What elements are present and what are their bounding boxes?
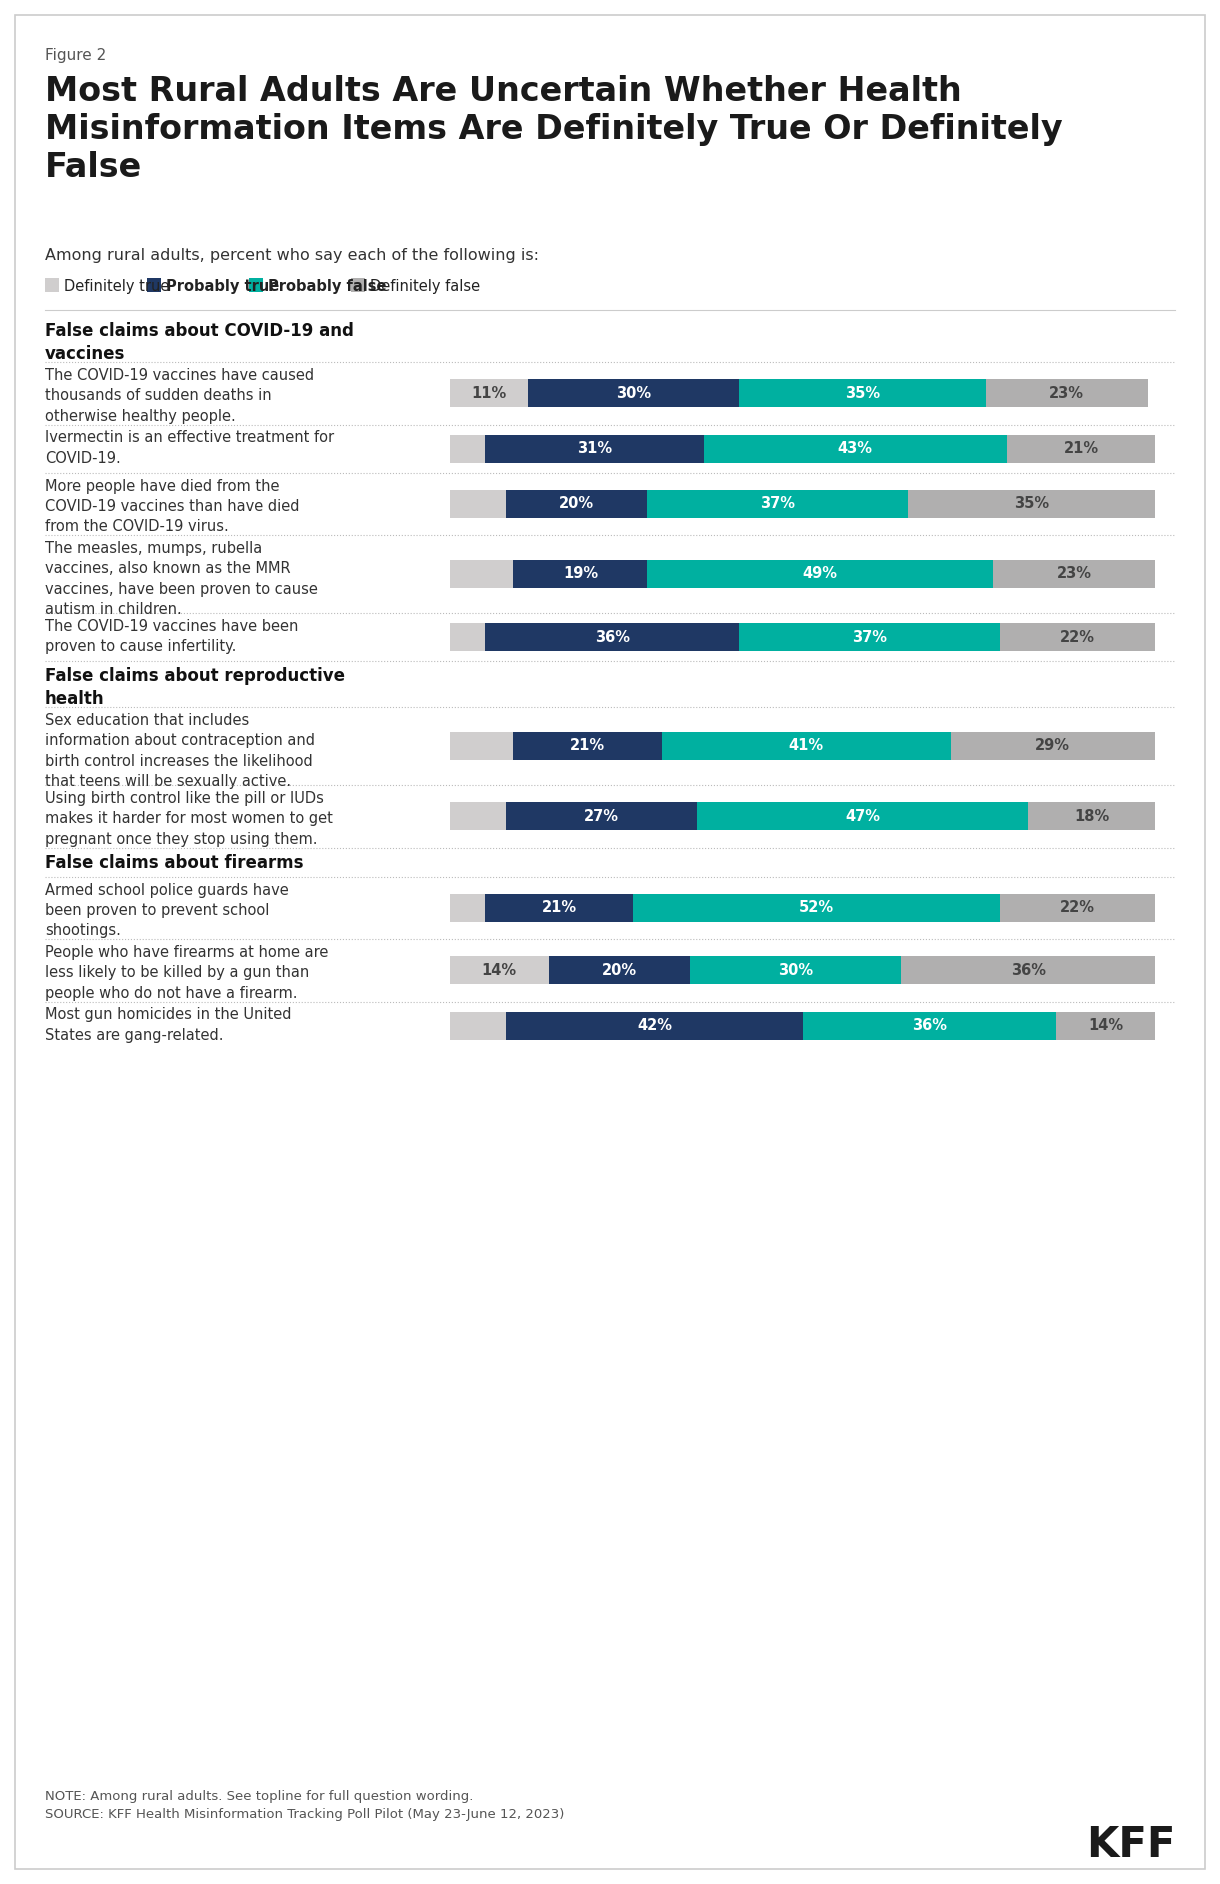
Bar	[648, 490, 908, 518]
Text: 14%: 14%	[482, 963, 517, 978]
Text: False claims about COVID-19 and
vaccines: False claims about COVID-19 and vaccines	[45, 322, 354, 364]
Bar	[1000, 893, 1155, 921]
Bar	[704, 435, 1006, 462]
Text: 21%: 21%	[542, 901, 577, 916]
Text: Definitely true: Definitely true	[63, 279, 170, 294]
Text: 14%: 14%	[1088, 1017, 1124, 1032]
Bar	[1000, 624, 1155, 652]
Text: Ivermectin is an effective treatment for
COVID-19.: Ivermectin is an effective treatment for…	[45, 431, 334, 465]
Text: 29%: 29%	[1036, 739, 1070, 754]
Bar	[908, 490, 1155, 518]
Text: 20%: 20%	[559, 495, 594, 511]
Text: 49%: 49%	[803, 567, 838, 582]
Text: 30%: 30%	[778, 963, 813, 978]
Text: False claims about firearms: False claims about firearms	[45, 853, 304, 872]
Text: 22%: 22%	[1060, 629, 1096, 644]
Text: Definitely false: Definitely false	[370, 279, 481, 294]
Bar	[993, 560, 1155, 588]
Text: 18%: 18%	[1074, 808, 1109, 823]
Text: 19%: 19%	[562, 567, 598, 582]
Bar	[986, 379, 1148, 407]
Text: 20%: 20%	[601, 963, 637, 978]
Bar	[249, 279, 264, 292]
Text: Armed school police guards have
been proven to prevent school
shootings.: Armed school police guards have been pro…	[45, 882, 289, 938]
Text: 52%: 52%	[799, 901, 834, 916]
Text: The measles, mumps, rubella
vaccines, also known as the MMR
vaccines, have been : The measles, mumps, rubella vaccines, al…	[45, 541, 318, 618]
Text: 36%: 36%	[594, 629, 630, 644]
Text: 21%: 21%	[570, 739, 605, 754]
Bar	[689, 957, 902, 983]
Bar	[803, 1012, 1057, 1040]
Bar	[506, 1012, 803, 1040]
Text: 21%: 21%	[1064, 441, 1098, 456]
Bar	[450, 733, 514, 759]
Bar	[450, 379, 527, 407]
Text: 36%: 36%	[1010, 963, 1046, 978]
Text: The COVID-19 vaccines have been
proven to cause infertility.: The COVID-19 vaccines have been proven t…	[45, 620, 299, 654]
Bar	[661, 733, 950, 759]
Bar	[506, 490, 648, 518]
Text: 43%: 43%	[838, 441, 872, 456]
Text: Sex education that includes
information about contraception and
birth control in: Sex education that includes information …	[45, 712, 315, 789]
Text: The COVID-19 vaccines have caused
thousands of sudden deaths in
otherwise health: The COVID-19 vaccines have caused thousa…	[45, 367, 314, 424]
Text: 23%: 23%	[1057, 567, 1092, 582]
Bar	[527, 379, 739, 407]
Text: 37%: 37%	[852, 629, 887, 644]
Text: KFF: KFF	[1086, 1824, 1175, 1865]
Text: Figure 2: Figure 2	[45, 47, 106, 62]
Text: False claims about reproductive
health: False claims about reproductive health	[45, 667, 345, 708]
Bar	[648, 560, 993, 588]
Text: People who have firearms at home are
less likely to be killed by a gun than
peop: People who have firearms at home are les…	[45, 946, 328, 1000]
Bar	[633, 893, 1000, 921]
Text: More people have died from the
COVID-19 vaccines than have died
from the COVID-1: More people have died from the COVID-19 …	[45, 479, 299, 535]
Bar	[450, 803, 506, 831]
Bar	[739, 624, 1000, 652]
Bar	[1006, 435, 1155, 462]
Bar	[450, 435, 486, 462]
Bar	[506, 803, 697, 831]
Text: Using birth control like the pill or IUDs
makes it harder for most women to get
: Using birth control like the pill or IUD…	[45, 791, 333, 846]
Bar	[514, 733, 661, 759]
Text: 35%: 35%	[845, 386, 880, 401]
Bar	[514, 560, 648, 588]
Text: Most Rural Adults Are Uncertain Whether Health
Misinformation Items Are Definite: Most Rural Adults Are Uncertain Whether …	[45, 75, 1063, 185]
Bar	[351, 279, 365, 292]
Text: 11%: 11%	[471, 386, 506, 401]
Bar	[450, 490, 506, 518]
Text: Among rural adults, percent who say each of the following is:: Among rural adults, percent who say each…	[45, 249, 539, 264]
Text: 30%: 30%	[616, 386, 650, 401]
Text: Probably false: Probably false	[268, 279, 387, 294]
Text: 37%: 37%	[760, 495, 795, 511]
Text: 41%: 41%	[788, 739, 824, 754]
Bar	[739, 379, 986, 407]
Text: 36%: 36%	[911, 1017, 947, 1032]
Bar	[486, 893, 633, 921]
Bar	[146, 279, 161, 292]
Bar	[450, 893, 486, 921]
Text: Most gun homicides in the United
States are gang-related.: Most gun homicides in the United States …	[45, 1008, 292, 1044]
Bar	[450, 957, 549, 983]
Bar	[450, 1012, 506, 1040]
Text: 47%: 47%	[845, 808, 880, 823]
Text: NOTE: Among rural adults. See topline for full question wording.
SOURCE: KFF Hea: NOTE: Among rural adults. See topline fo…	[45, 1790, 565, 1822]
Bar	[486, 624, 739, 652]
Bar	[486, 435, 704, 462]
Text: 22%: 22%	[1060, 901, 1096, 916]
Bar	[450, 560, 514, 588]
Text: 35%: 35%	[1014, 495, 1049, 511]
Text: 42%: 42%	[637, 1017, 672, 1032]
Bar	[1028, 803, 1155, 831]
Bar	[1057, 1012, 1155, 1040]
Text: 31%: 31%	[577, 441, 612, 456]
Bar	[950, 733, 1155, 759]
Text: 23%: 23%	[1049, 386, 1085, 401]
Text: 27%: 27%	[584, 808, 619, 823]
Bar	[45, 279, 59, 292]
Bar	[902, 957, 1155, 983]
Bar	[450, 624, 486, 652]
Text: Probably true: Probably true	[166, 279, 279, 294]
Bar	[697, 803, 1028, 831]
Bar	[549, 957, 689, 983]
